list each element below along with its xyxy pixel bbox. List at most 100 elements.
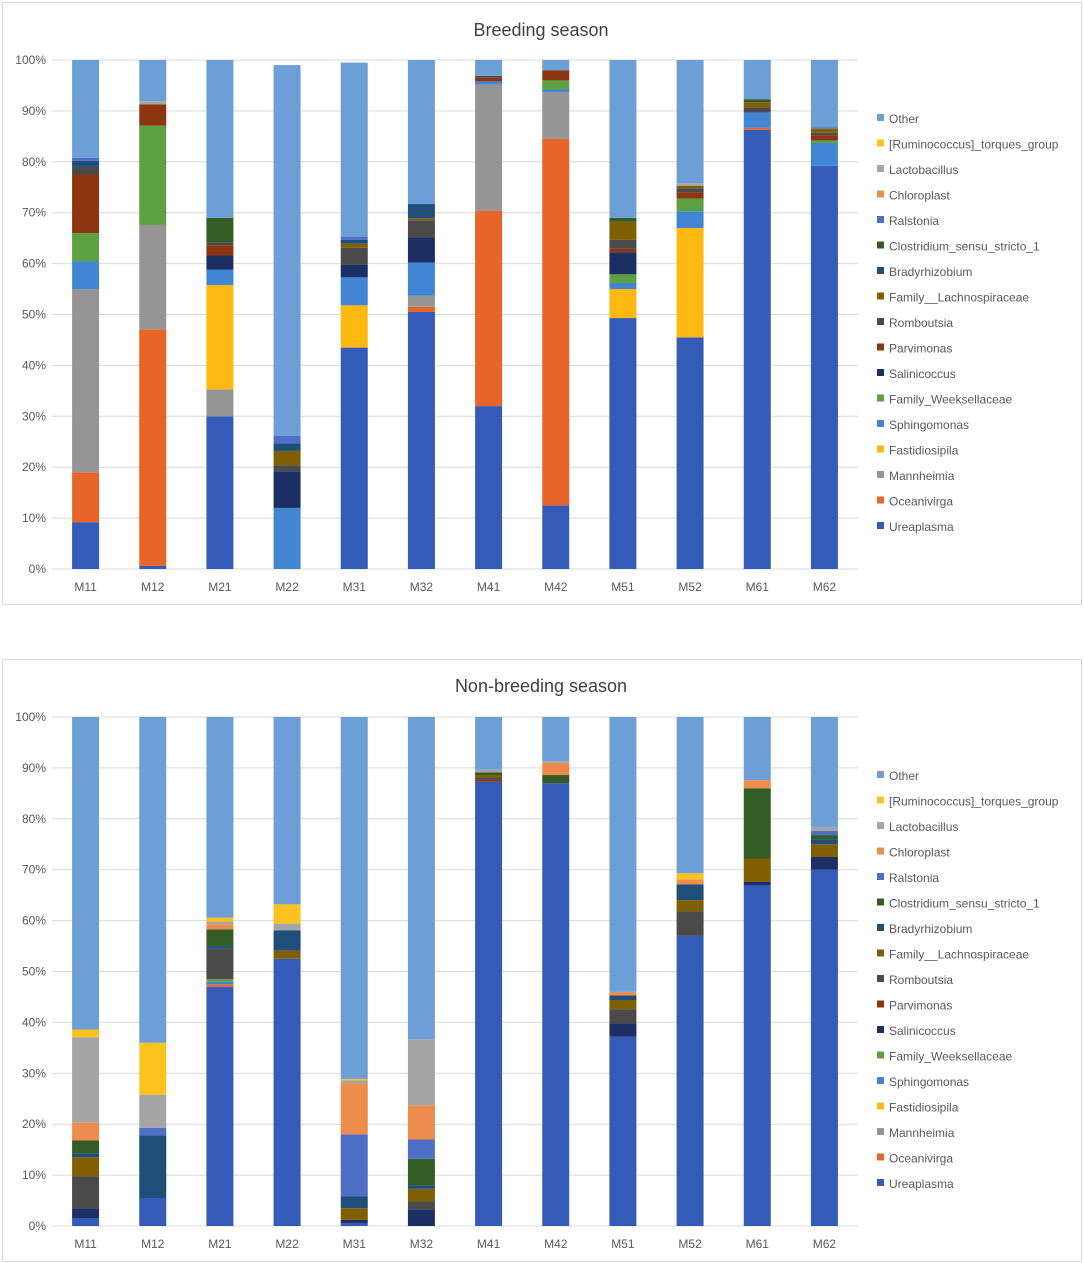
bar-segment-ureaplasma	[340, 347, 368, 569]
legend-label: Sphingomonas	[889, 1075, 969, 1089]
bar-segment-salinicoccus	[609, 252, 637, 275]
bar-segment-family-lachnospiraceae	[743, 858, 771, 882]
legend-label: [Ruminococcus]_torques_group	[889, 795, 1059, 809]
bar-segment-ureaplasma	[139, 1198, 167, 1226]
bar-segment-mannheimia	[72, 289, 100, 473]
non-breeding-season-chart: Non-breeding season 0% 10% 20% 30% 40% 50% 60%…	[2, 659, 1082, 1262]
legend-swatch	[877, 898, 884, 906]
bar-segment-sphingomonas	[206, 269, 234, 285]
bar-segment-romboutsia	[676, 911, 704, 936]
legend-label: Bradyrhizobium	[889, 265, 972, 279]
bar-segment-sphingomonas	[407, 262, 435, 296]
bar-segment-salinicoccus	[810, 856, 838, 870]
bar-segment-clostridium-sensu-stricto-1	[810, 835, 838, 840]
bar-segment-bradyrhizobium	[273, 443, 301, 451]
legend-swatch	[877, 369, 884, 376]
legend-swatch	[877, 292, 884, 300]
bar-segment-parvimonas	[206, 245, 234, 256]
bar-segment-lactobacillus	[810, 826, 838, 832]
legend-swatch	[877, 420, 884, 427]
legend-label: Chloroplast	[889, 846, 950, 860]
legend-label: Romboutsia	[889, 973, 953, 987]
bar-segment-mannheimia	[407, 295, 435, 307]
x-tick-label: M32	[410, 1237, 434, 1251]
x-tick-label: M22	[275, 580, 299, 594]
bar-segment-bradyrhizobium	[273, 930, 301, 951]
x-tick-label: M61	[746, 580, 770, 594]
bar-segment-sphingomonas	[609, 282, 637, 290]
bar-segment-other	[407, 717, 435, 1040]
legend-swatch	[877, 216, 884, 223]
y-tick-label: 30%	[22, 1066, 46, 1080]
legend-label: Family__Lachnospiraceae	[889, 948, 1029, 962]
bar-segment-family-lachnospiraceae	[743, 102, 771, 108]
bar-segment-family-weeksellaceae	[139, 125, 167, 225]
bar-segment-romboutsia	[273, 465, 301, 472]
breeding-season-chart: Breeding season 0% 10% 20% 30% 40% 50% 60% 70% 8…	[2, 2, 1082, 605]
legend-label: Family_Weeksellaceae	[889, 393, 1012, 407]
bar-segment-family-lachnospiraceae	[273, 950, 301, 959]
chart-title: Breeding season	[473, 20, 608, 40]
y-tick-label: 40%	[22, 1015, 46, 1029]
bar-segment-clostridium-sensu-stricto-1	[206, 217, 234, 243]
bar-segment-romboutsia	[743, 107, 771, 113]
bar-segment-ureaplasma	[542, 783, 570, 1226]
legend-swatch	[877, 267, 884, 274]
legend-swatch	[877, 949, 884, 957]
bar-segment-romboutsia	[72, 166, 100, 175]
legend-swatch	[877, 139, 884, 147]
bar-segment-bradyrhizobium	[676, 884, 704, 901]
bar-segment-family-weeksellaceae	[810, 140, 838, 143]
legend-label: Salinicoccus	[889, 1024, 956, 1038]
bar-segment-romboutsia	[340, 247, 368, 265]
bar-segment-lactobacillus	[72, 1037, 100, 1123]
bar-segment-family-lachnospiraceae	[340, 243, 368, 248]
y-tick-label: 50%	[22, 965, 46, 979]
legend-label: Lactobacillus	[889, 820, 958, 834]
legend-label: Ureaplasma	[889, 1177, 954, 1191]
y-tick-label: 0%	[29, 1219, 47, 1233]
bar-segment-other	[273, 65, 301, 436]
bar-segment-fastidiosipila	[676, 227, 704, 338]
bar-segment-ureaplasma	[743, 129, 771, 569]
bar-segment-chloroplast	[743, 780, 771, 789]
y-tick-label: 50%	[22, 308, 46, 322]
legend-label: Sphingomonas	[889, 418, 969, 432]
y-tick-label: 0%	[29, 562, 47, 576]
y-tick-label: 20%	[22, 1117, 46, 1131]
bar-segment-family-lachnospiraceae	[475, 775, 503, 778]
x-tick-label: M31	[343, 1237, 367, 1251]
bar-segment-other	[475, 717, 503, 770]
legend-label: [Ruminococcus]_torques_group	[889, 138, 1059, 152]
bar-segment-parvimonas	[676, 192, 704, 199]
x-tick-label: M12	[141, 1237, 165, 1251]
legend-label: Oceanivirga	[889, 495, 953, 509]
bar-segment--ruminococcus-torques-group	[206, 917, 234, 922]
bar-segment-clostridium-sensu-stricto-1	[743, 788, 771, 859]
legend-swatch	[877, 1077, 884, 1084]
y-tick-label: 90%	[22, 761, 46, 775]
bar-segment-ureaplasma	[206, 986, 234, 1226]
bar-segment-bradyrhizobium	[340, 239, 368, 244]
bar-segment-romboutsia	[407, 1201, 435, 1210]
bar-segment-mannheimia	[206, 389, 234, 417]
bar-segment-other	[810, 717, 838, 827]
bar-segment-lactobacillus	[139, 1094, 167, 1128]
bar-segment-ureaplasma	[609, 318, 637, 569]
bar-segment-parvimonas	[609, 248, 637, 253]
bar-segment-bradyrhizobium	[609, 995, 637, 1001]
bar-segment-romboutsia	[609, 239, 637, 249]
legend-label: Salinicoccus	[889, 367, 956, 381]
bar-segment-other	[72, 60, 100, 158]
bar-segment-salinicoccus	[407, 1209, 435, 1226]
bar-segment-ralstonia	[72, 157, 100, 161]
y-tick-label: 100%	[15, 53, 46, 67]
bar-segment-other	[743, 60, 771, 100]
legend-swatch	[877, 924, 884, 931]
bar-segment-parvimonas	[810, 135, 838, 141]
x-tick-label: M21	[208, 580, 232, 594]
bar-segment-salinicoccus	[340, 1219, 368, 1223]
bar-segment-oceanivirga	[206, 984, 234, 987]
legend-swatch	[877, 471, 884, 478]
legend-swatch	[877, 394, 884, 402]
